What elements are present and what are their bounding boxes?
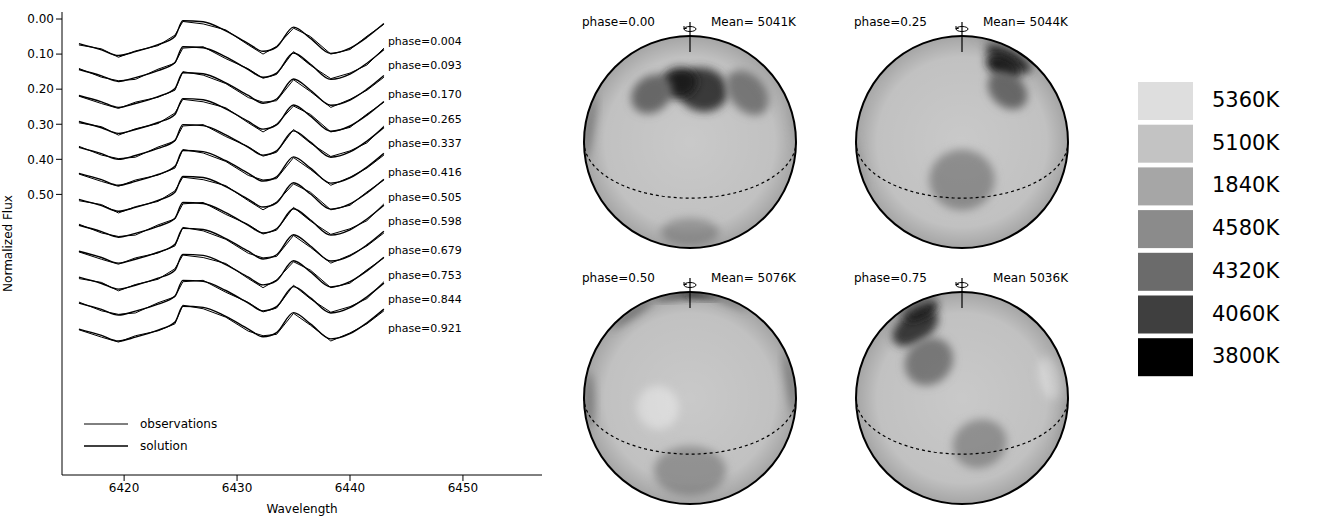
svg-text:Normalized Flux: Normalized Flux [1, 195, 15, 292]
svg-text:1840K: 1840K [1212, 173, 1280, 197]
svg-text:phase=0.170: phase=0.170 [388, 88, 462, 101]
svg-text:6440: 6440 [335, 481, 366, 495]
svg-text:Mean= 5076K: Mean= 5076K [711, 271, 797, 285]
svg-text:6450: 6450 [448, 481, 479, 495]
svg-text:4580K: 4580K [1212, 216, 1280, 240]
svg-text:0.10: 0.10 [27, 47, 54, 61]
svg-text:6420: 6420 [109, 481, 140, 495]
svg-text:0.20: 0.20 [27, 82, 54, 96]
svg-text:5360K: 5360K [1212, 88, 1280, 112]
svg-text:0.30: 0.30 [27, 118, 54, 132]
svg-text:phase=0.598: phase=0.598 [388, 215, 462, 228]
svg-text:phase=0.921: phase=0.921 [388, 322, 462, 335]
svg-text:phase=0.50: phase=0.50 [582, 271, 655, 285]
svg-text:0.50: 0.50 [27, 188, 54, 202]
svg-text:phase=0.505: phase=0.505 [388, 191, 462, 204]
svg-text:0.00: 0.00 [27, 12, 54, 26]
svg-text:Mean= 5041K: Mean= 5041K [711, 15, 797, 29]
svg-text:phase=0.679: phase=0.679 [388, 244, 462, 257]
svg-text:Mean 5036K: Mean 5036K [993, 271, 1069, 285]
svg-text:Wavelength: Wavelength [266, 502, 337, 516]
svg-text:phase=0.265: phase=0.265 [388, 113, 462, 126]
svg-text:phase=0.25: phase=0.25 [854, 15, 927, 29]
svg-text:Mean= 5044K: Mean= 5044K [983, 15, 1069, 29]
svg-text:phase=0.844: phase=0.844 [388, 293, 462, 306]
svg-text:phase=0.093: phase=0.093 [388, 59, 462, 72]
svg-text:4320K: 4320K [1212, 259, 1280, 283]
svg-text:phase=0.753: phase=0.753 [388, 269, 462, 282]
html-text:observations: observations [140, 417, 218, 431]
svg-text:phase=0.75: phase=0.75 [854, 271, 927, 285]
svg-text:phase=0.337: phase=0.337 [388, 137, 462, 150]
svg-text:phase=0.416: phase=0.416 [388, 166, 462, 179]
svg-text:phase=0.00: phase=0.00 [582, 15, 655, 29]
svg-text:3800K: 3800K [1212, 344, 1280, 368]
svg-text:0.40: 0.40 [27, 153, 54, 167]
svg-text:phase=0.004: phase=0.004 [388, 35, 462, 48]
svg-text:4060K: 4060K [1212, 302, 1280, 326]
svg-text:6430: 6430 [222, 481, 253, 495]
svg-text:5100K: 5100K [1212, 131, 1280, 155]
html-text:solution: solution [140, 439, 188, 453]
